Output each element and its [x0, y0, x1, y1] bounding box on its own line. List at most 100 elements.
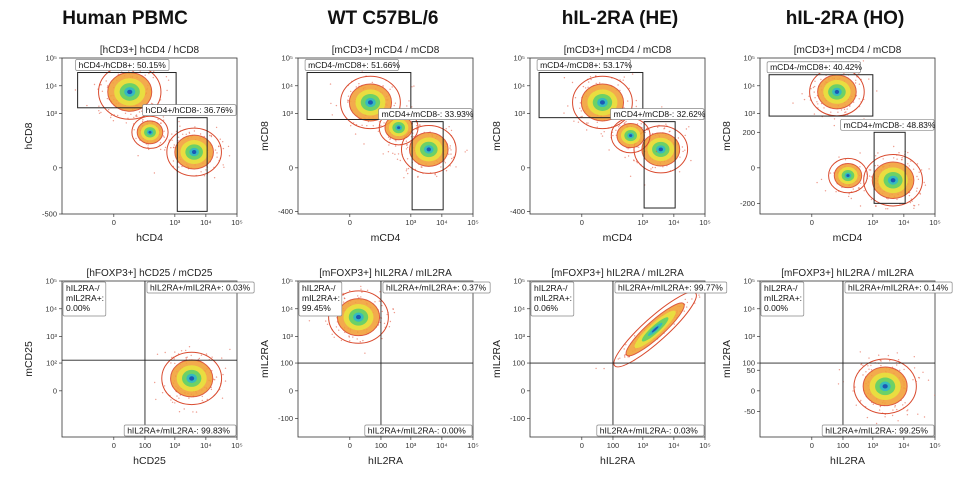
y-tick-label: 0 — [521, 386, 525, 395]
density-contour — [127, 89, 133, 95]
quadrant-label: hIL2RA+/mIL2RA+: 0.37% — [386, 283, 487, 293]
gate-label: mCD4+/mCD8-: 48.83% — [844, 120, 936, 130]
event-dot — [174, 351, 176, 353]
event-dot — [698, 296, 701, 298]
event-dot — [181, 165, 183, 168]
event-dot — [848, 195, 850, 198]
event-dot — [347, 100, 350, 102]
gate-label-box — [610, 108, 705, 120]
event-dot — [164, 149, 166, 151]
event-dot — [413, 136, 415, 138]
x-axis-label: hIL2RA — [830, 455, 865, 467]
event-dot — [587, 86, 589, 89]
event-dot — [577, 121, 580, 123]
event-dot — [188, 346, 191, 348]
event-dot — [927, 379, 930, 381]
event-dot — [162, 135, 165, 137]
scatter-panel: [mCD3+] mCD4 / mCD8 0 10³ 10⁴ 10⁵ 10⁵ 10⁴ 10³ 20… — [721, 45, 941, 244]
event-dot — [343, 297, 346, 299]
event-dot — [342, 292, 344, 295]
event-dot — [876, 90, 878, 92]
gate-label-box — [536, 59, 631, 71]
event-dot — [919, 193, 922, 195]
event-dot — [792, 102, 794, 104]
event-dot — [155, 398, 157, 401]
y-tick-label: 10⁴ — [513, 304, 525, 313]
event-dot — [188, 397, 190, 399]
event-dot — [854, 386, 856, 388]
event-dot — [389, 138, 391, 140]
event-dot — [173, 358, 175, 360]
event-dot — [633, 335, 636, 337]
event-dot — [209, 134, 211, 137]
event-dot — [366, 289, 369, 291]
quadrant-label: hIL2RA-/ — [764, 283, 798, 293]
event-dot — [176, 395, 178, 397]
event-dot — [859, 166, 861, 168]
event-dot — [619, 89, 621, 92]
event-dot — [211, 356, 213, 358]
event-dot — [347, 95, 350, 97]
gate-label-box — [75, 59, 170, 71]
event-dot — [803, 98, 806, 101]
event-dot — [171, 133, 173, 135]
event-dot — [148, 148, 150, 151]
event-dot — [581, 115, 583, 118]
event-dot — [814, 80, 816, 83]
gate-label-box — [840, 118, 935, 131]
event-dot — [896, 158, 898, 160]
quadrant-label: hIL2RA+/mIL2RA+: 0.03% — [150, 283, 251, 293]
event-dot — [891, 414, 894, 417]
event-dot — [173, 146, 175, 149]
x-axis-label: hCD4 — [136, 232, 163, 244]
event-dot — [888, 218, 889, 219]
event-dot — [625, 344, 627, 346]
event-dot — [387, 136, 390, 138]
x-tick-label: 10⁴ — [436, 441, 448, 450]
y-tick-label: 10⁵ — [744, 277, 755, 286]
data-points — [595, 289, 701, 370]
event-dot — [229, 348, 231, 351]
x-tick-label: 0 — [348, 441, 352, 450]
event-dot — [335, 104, 338, 107]
event-dot — [406, 146, 409, 149]
density-contour — [328, 290, 389, 344]
panel-title: [mFOXP3+] hIL2RA / mIL2RA — [781, 268, 914, 279]
event-dot — [898, 152, 900, 154]
y-tick-label: 10⁵ — [514, 54, 525, 63]
y-tick-label: 10⁴ — [45, 81, 57, 90]
event-dot — [377, 130, 380, 132]
y-tick-label: 0 — [521, 163, 525, 172]
event-dot — [374, 301, 376, 303]
event-dot — [396, 158, 399, 160]
x-tick-label: 10⁴ — [436, 218, 448, 227]
event-dot — [587, 122, 589, 124]
event-dot — [654, 166, 656, 169]
event-dot — [170, 147, 172, 149]
event-dot — [595, 367, 597, 370]
event-dot — [382, 85, 384, 87]
event-dot — [394, 102, 397, 104]
density-contour — [658, 147, 663, 152]
event-dot — [399, 159, 401, 162]
event-dot — [899, 369, 901, 371]
event-dot — [623, 107, 625, 109]
x-tick-label: 10⁴ — [668, 218, 680, 227]
y-axis-label: mCD25 — [23, 341, 35, 377]
event-dot — [574, 97, 577, 99]
event-dot — [450, 153, 452, 155]
quadrant-label-box — [364, 424, 473, 437]
quadrant-label-box — [298, 281, 343, 317]
event-dot — [579, 107, 581, 110]
event-dot — [859, 152, 861, 154]
event-dot — [635, 105, 637, 108]
x-axis-label: mCD4 — [603, 232, 633, 244]
event-dot — [589, 76, 592, 78]
gate-label: mCD4-/mCD8+: 40.42% — [770, 62, 862, 72]
y-tick-label: 10⁴ — [743, 304, 755, 313]
y-tick-label: -200 — [740, 199, 755, 208]
event-dot — [683, 310, 685, 312]
event-dot — [627, 148, 629, 150]
event-dot — [166, 89, 168, 92]
event-dot — [107, 85, 109, 87]
